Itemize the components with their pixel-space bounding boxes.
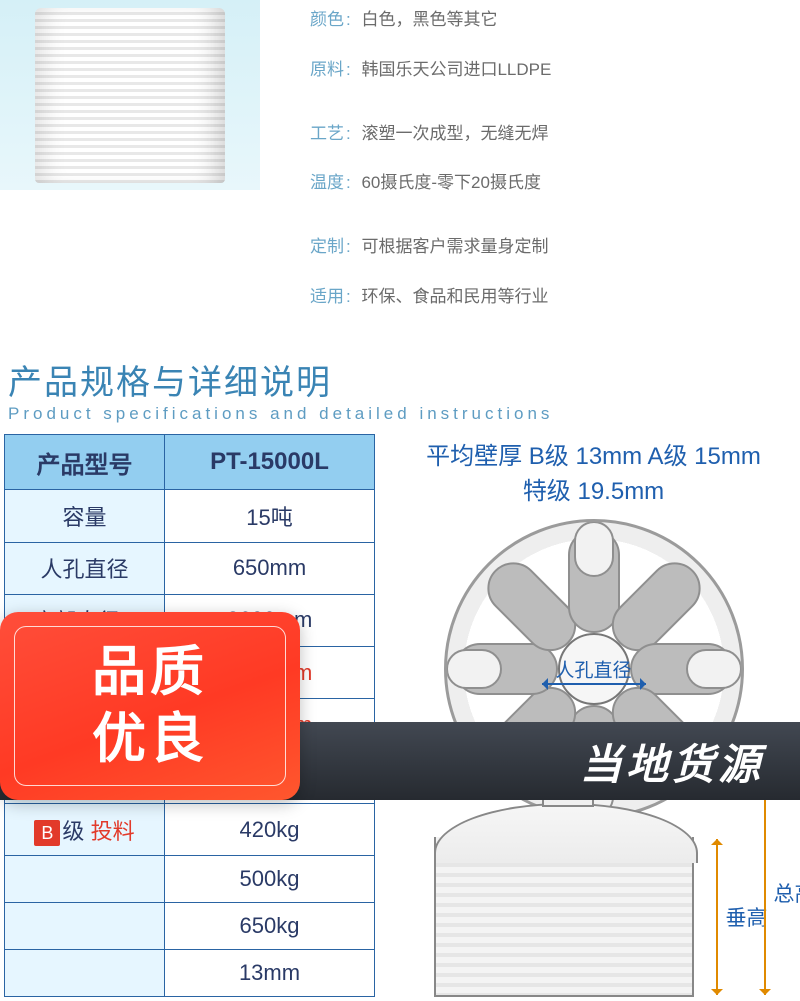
- section-header: 产品规格与详细说明 Product specifications and det…: [0, 355, 800, 428]
- spec-label-feed: B级 投料: [5, 804, 165, 856]
- spec-label: 人孔直径: [5, 542, 165, 594]
- wall-thickness-line2: 特级 19.5mm: [387, 475, 800, 510]
- attr-custom-label: 定制: [310, 237, 351, 256]
- dim-zong: 总高: [764, 791, 766, 995]
- table-row: 容量 15吨: [5, 490, 375, 542]
- badge-line1: 品质: [92, 642, 208, 702]
- top-section: 颜色 白色，黑色等其它 原料 韩国乐天公司进口LLDPE 工艺 滚塑一次成型，无…: [0, 0, 800, 355]
- attr-material-value: 韩国乐天公司进口LLDPE: [361, 60, 551, 79]
- table-row: 产品型号 PT-15000L: [5, 434, 375, 489]
- attr-custom-value: 可根据客户需求量身定制: [361, 237, 548, 256]
- attr-process-value: 滚塑一次成型，无缝无焊: [361, 124, 548, 143]
- outer-hole-icon: [446, 649, 502, 689]
- attr-color: 颜色 白色，黑色等其它: [310, 8, 497, 32]
- outer-hole-icon: [686, 649, 742, 689]
- attr-material-label: 原料: [310, 60, 351, 79]
- attr-process: 工艺 滚塑一次成型，无缝无焊: [310, 122, 548, 146]
- spec-label: 容量: [5, 490, 165, 542]
- attr-process-label: 工艺: [310, 124, 351, 143]
- outer-hole-icon: [574, 521, 614, 577]
- manhole-label: 人孔直径: [555, 656, 631, 683]
- manhole-dimension-arrow: [542, 683, 646, 685]
- table-row: 人孔直径 650mm: [5, 542, 375, 594]
- attribute-list: 颜色 白色，黑色等其它 原料 韩国乐天公司进口LLDPE 工艺 滚塑一次成型，无…: [260, 0, 800, 335]
- attr-material: 原料 韩国乐天公司进口LLDPE: [310, 58, 551, 82]
- feed-word: 投料: [91, 819, 135, 844]
- spec-label-empty: [5, 856, 165, 903]
- section-title-cn: 产品规格与详细说明: [8, 355, 800, 404]
- spec-value: 650mm: [165, 542, 375, 594]
- spec-label-empty: [5, 950, 165, 997]
- footer-text: 当地货源: [580, 731, 764, 792]
- attr-scope: 适用 环保、食品和民用等行业: [310, 285, 548, 309]
- tank-cylinder-graphic: [35, 8, 225, 183]
- attr-custom: 定制 可根据客户需求量身定制: [310, 235, 548, 259]
- badge-line2: 优良: [92, 709, 208, 769]
- table-row: 650kg: [5, 903, 375, 950]
- table-row: 13mm: [5, 950, 375, 997]
- tank-side-view: 垂高 总高: [424, 837, 764, 997]
- attr-temp-label: 温度: [310, 173, 351, 192]
- product-photo: [0, 0, 260, 190]
- spec-value-feed: 13mm: [165, 950, 375, 997]
- wall-thickness-line1: 平均壁厚 B级 13mm A级 15mm: [387, 440, 800, 475]
- diagram-panel: 平均壁厚 B级 13mm A级 15mm 特级 19.5mm 人孔直径: [375, 434, 800, 998]
- spec-header-left: 产品型号: [5, 434, 165, 489]
- attr-temp: 温度 60摄氏度-零下20摄氏度: [310, 171, 541, 195]
- spec-header-right: PT-15000L: [165, 434, 375, 489]
- section-title-en: Product specifications and detailed inst…: [8, 404, 800, 424]
- attr-scope-label: 适用: [310, 287, 351, 306]
- dim-zong-label: 总高: [774, 878, 800, 908]
- quality-badge: 品质 优良: [0, 612, 300, 800]
- spec-value-feed: 650kg: [165, 903, 375, 950]
- tank-side-body: [434, 837, 694, 997]
- table-row: 500kg: [5, 856, 375, 903]
- attr-color-value: 白色，黑色等其它: [361, 10, 497, 29]
- quality-badge-frame: 品质 优良: [14, 626, 286, 786]
- spec-label-empty: [5, 903, 165, 950]
- attr-temp-value: 60摄氏度-零下20摄氏度: [361, 173, 540, 192]
- attr-scope-value: 环保、食品和民用等行业: [361, 287, 548, 306]
- tank-dome-icon: [434, 803, 698, 863]
- quality-badge-text: 品质 优良: [92, 639, 208, 774]
- table-row-feed-header: B级 投料 420kg: [5, 804, 375, 856]
- feed-grade-suffix: 级: [62, 819, 84, 844]
- spec-value: 15吨: [165, 490, 375, 542]
- b-grade-badge: B: [34, 820, 60, 846]
- dim-chui-label: 垂高: [726, 902, 768, 932]
- spec-value-feed: 500kg: [165, 856, 375, 903]
- spec-value-feed: 420kg: [165, 804, 375, 856]
- attr-color-label: 颜色: [310, 10, 351, 29]
- dim-chui: 垂高: [716, 839, 718, 995]
